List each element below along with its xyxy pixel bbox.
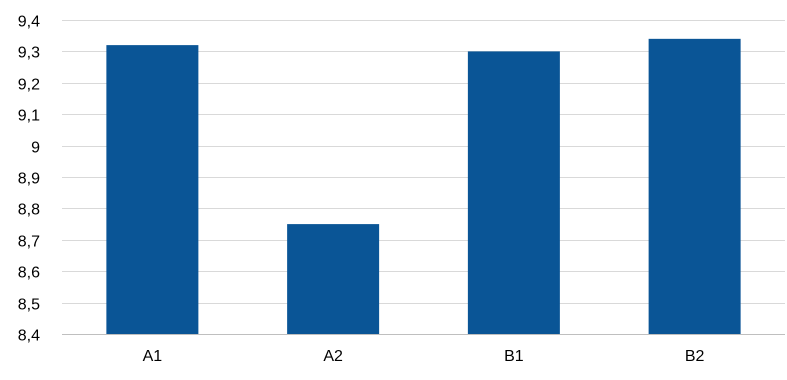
bar-b1 [467,51,560,335]
y-axis: 8,4 8,5 8,6 8,7 8,8 8,9 9 9,1 9,2 9,3 9,4 [18,14,40,345]
y-tick-label: 9,1 [18,108,40,125]
y-tick-label: 9 [31,140,40,157]
y-tick-label: 8,5 [18,297,40,314]
x-tick-label: A1 [143,348,163,365]
bars-layer [106,38,741,335]
bar-a1 [106,45,199,335]
y-tick-label: 8,4 [18,328,40,345]
x-tick-label: B1 [504,348,524,365]
y-tick-label: 9,3 [18,45,40,62]
bar-a2 [287,224,380,334]
x-axis: A1 A2 B1 B2 [143,348,705,365]
bar-b2 [648,38,741,335]
y-tick-label: 8,6 [18,265,40,282]
y-tick-label: 8,8 [18,202,40,219]
y-tick-label: 8,7 [18,234,40,251]
y-tick-label: 8,9 [18,171,40,188]
x-tick-label: A2 [323,348,343,365]
y-tick-label: 9,2 [18,77,40,94]
y-tick-label: 9,4 [18,14,40,31]
x-tick-label: B2 [685,348,705,365]
